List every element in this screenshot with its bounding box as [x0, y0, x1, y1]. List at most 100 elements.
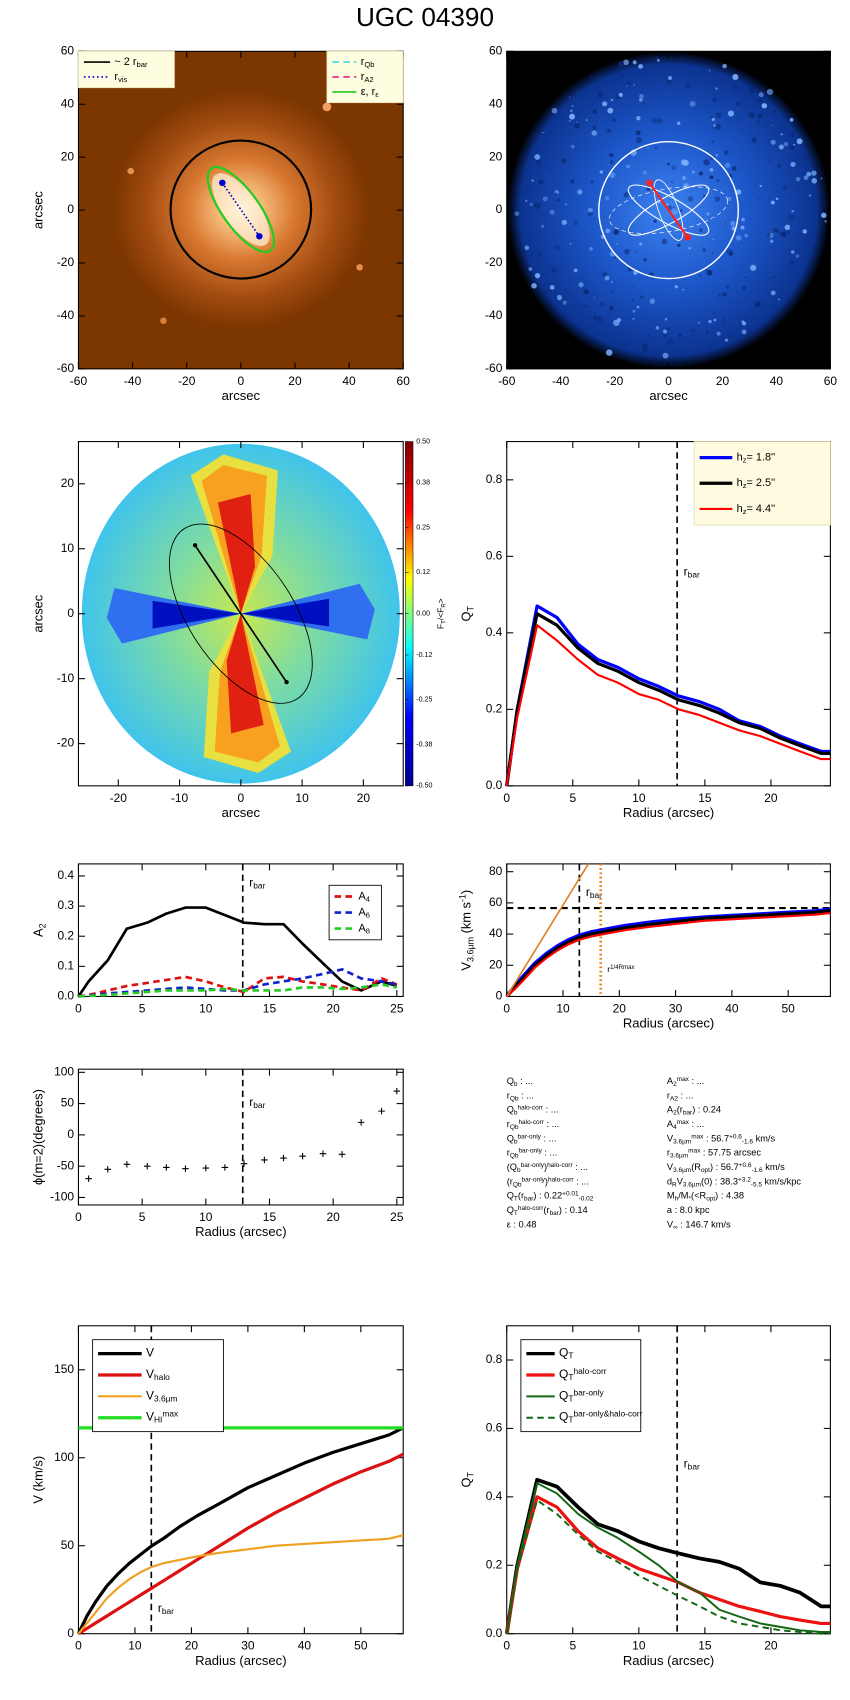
text-part: bar — [253, 1100, 265, 1110]
point — [182, 1165, 189, 1172]
text-part: bar — [253, 881, 265, 891]
y-tick-label: 0.8 — [486, 472, 503, 486]
speck — [751, 137, 758, 143]
text-part: halo-corr — [518, 1105, 544, 1112]
vis-line — [221, 182, 261, 237]
legend-label: QThalo-corr — [559, 1366, 607, 1382]
series-line — [76, 1426, 404, 1635]
y-tick-label: 20 — [489, 149, 503, 163]
y-tick-label: 100 — [54, 1065, 74, 1079]
speck — [713, 312, 715, 315]
speck — [626, 81, 631, 86]
text-part: (<R — [691, 1191, 707, 1201]
y-axis-label: QT — [459, 606, 475, 622]
point — [280, 1154, 287, 1162]
contour — [653, 179, 684, 241]
parameter-line: V3.6µmmax : 56.7+0.6-1.6 km/s — [667, 1133, 776, 1145]
legend-label: hz= 4.4'' — [737, 503, 776, 516]
parameter-line: ε : 0.48 — [507, 1220, 537, 1230]
text-part: 3.6µm — [670, 1152, 688, 1159]
speck — [636, 115, 641, 121]
speck — [778, 144, 784, 150]
plot-frame — [506, 1325, 831, 1635]
text-part: b — [514, 1109, 518, 1116]
speck — [682, 159, 689, 166]
colorbar-tick-label: 0.38 — [416, 480, 430, 487]
speck — [553, 166, 556, 169]
text-part: 4 — [366, 894, 370, 903]
point — [163, 1164, 170, 1171]
speck — [613, 257, 616, 259]
text-part: r — [507, 1148, 510, 1158]
y-tick-label: 0.0 — [57, 989, 74, 1003]
bar-dot — [284, 680, 289, 685]
parameter-line: (Qbbar-only)halo-corr : ... — [507, 1162, 588, 1174]
text-part: z — [743, 481, 747, 490]
text-part: : 146.7 km/s — [678, 1220, 731, 1230]
legend-label: V — [146, 1346, 154, 1360]
y-tick-label: 50 — [61, 1538, 75, 1552]
text-part: max — [691, 1133, 704, 1140]
text-part: : ... — [541, 1134, 556, 1144]
text-part: (Q — [507, 1162, 517, 1172]
y-tick-label: -40 — [485, 308, 503, 322]
text-part: : 56.7 — [703, 1134, 729, 1144]
speck — [711, 252, 714, 255]
y-tick-label: -60 — [57, 361, 75, 375]
speck — [534, 203, 541, 210]
series-line — [505, 1495, 831, 1634]
text-part: r — [361, 56, 365, 68]
text-part: /M — [678, 1191, 688, 1201]
speck — [713, 124, 716, 127]
speck — [657, 118, 663, 124]
speck — [554, 297, 558, 300]
speck — [725, 285, 730, 289]
y-tick-label: -20 — [57, 736, 75, 750]
speck — [593, 315, 597, 320]
speck — [589, 247, 593, 251]
text-part: A — [359, 890, 367, 902]
speck — [537, 251, 543, 257]
text-part: h — [675, 1195, 679, 1202]
text-part: r — [249, 876, 253, 890]
speck — [611, 99, 614, 102]
speck — [626, 85, 628, 87]
speck — [576, 121, 578, 124]
speck — [699, 274, 702, 277]
speck — [556, 294, 563, 301]
speck — [606, 128, 612, 134]
speck — [776, 163, 782, 169]
text-part: -1.6 — [752, 1167, 764, 1174]
x-axis-label: Radius (arcsec) — [195, 1224, 286, 1239]
speck — [662, 329, 668, 334]
speck — [708, 320, 712, 324]
residual-image — [506, 51, 831, 369]
speck — [662, 333, 667, 338]
speck — [706, 212, 710, 216]
star — [356, 264, 363, 271]
text-part: r — [507, 1091, 510, 1101]
speck — [639, 295, 644, 300]
speck — [698, 321, 700, 324]
y-tick-label: 0.4 — [57, 868, 74, 882]
speck — [732, 84, 739, 90]
x-tick-label: 0 — [237, 791, 244, 805]
text-part: Qb — [510, 1152, 519, 1159]
x-tick-label: 20 — [764, 791, 778, 805]
x-axis-label: Radius (arcsec) — [623, 1016, 714, 1031]
x-tick-label: 20 — [288, 374, 302, 388]
speck — [666, 202, 670, 206]
speck — [668, 75, 672, 80]
text-part: HI — [154, 1415, 162, 1425]
text-part: ) — [545, 1177, 548, 1187]
speck — [708, 73, 711, 76]
speck — [726, 248, 733, 255]
speck — [775, 197, 779, 201]
colorbar-tick-label: -0.38 — [416, 741, 432, 748]
text-part: ε — [375, 90, 379, 99]
text-part: 3.6µm — [683, 1181, 701, 1188]
y-tick-label: 0 — [67, 1626, 74, 1640]
speck — [583, 280, 586, 283]
speck — [570, 179, 575, 184]
text-part: halo — [154, 1372, 170, 1382]
